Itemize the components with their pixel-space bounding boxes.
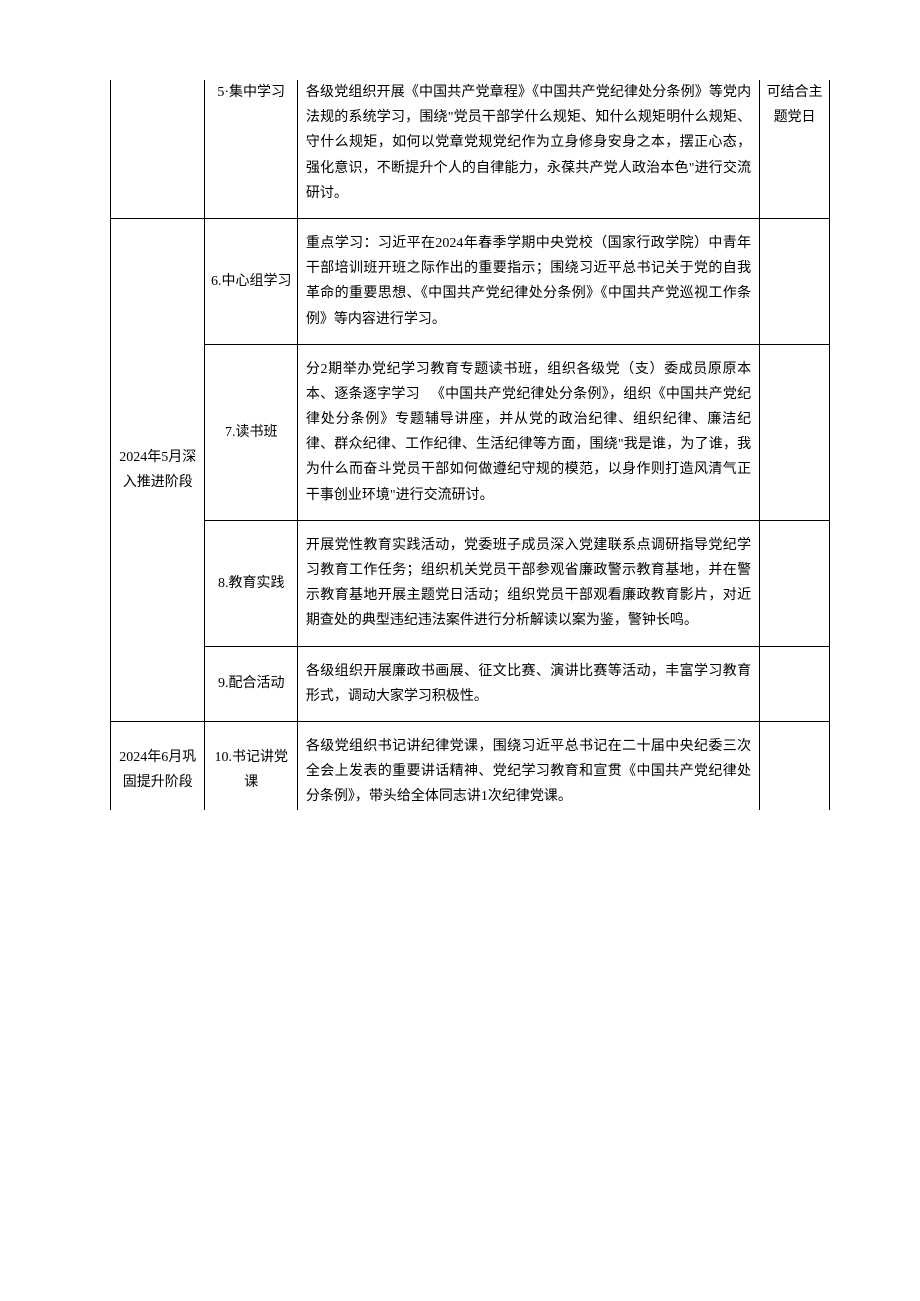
table-row: 9.配合活动 各级组织开展廉政书画展、征文比赛、演讲比赛等活动，丰富学习教育形式… (111, 646, 830, 721)
table-row: 2024年5月深入推进阶段 6.中心组学习 重点学习：习近平在2024年春季学期… (111, 218, 830, 344)
activity-cell: 7.读书班 (205, 344, 297, 520)
activity-cell: 5·集中学习 (205, 80, 297, 218)
content-cell: 分2期举办党纪学习教育专题读书班，组织各级党（支）委成员原原本本、逐条逐字学习 … (297, 344, 759, 520)
table-row: 7.读书班 分2期举办党纪学习教育专题读书班，组织各级党（支）委成员原原本本、逐… (111, 344, 830, 520)
content-cell: 开展党性教育实践活动，党委班子成员深入党建联系点调研指导党纪学习教育工作任务；组… (297, 520, 759, 646)
activity-cell: 9.配合活动 (205, 646, 297, 721)
schedule-table: 5·集中学习 各级党组织开展《中国共产党章程》《中国共产党纪律处分条例》等党内法… (110, 80, 830, 810)
table-row: 5·集中学习 各级党组织开展《中国共产党章程》《中国共产党纪律处分条例》等党内法… (111, 80, 830, 218)
note-cell: 可结合主题党日 (760, 80, 830, 218)
note-cell (760, 218, 830, 344)
table-row: 8.教育实践 开展党性教育实践活动，党委班子成员深入党建联系点调研指导党纪学习教… (111, 520, 830, 646)
content-cell: 各级党组织书记讲纪律党课，围绕习近平总书记在二十届中央纪委三次全会上发表的重要讲… (297, 721, 759, 809)
activity-cell: 8.教育实践 (205, 520, 297, 646)
content-cell: 重点学习：习近平在2024年春季学期中央党校（国家行政学院）中青年干部培训班开班… (297, 218, 759, 344)
activity-cell: 10.书记讲党课 (205, 721, 297, 809)
phase-cell: 2024年6月巩固提升阶段 (111, 721, 205, 809)
note-cell (760, 646, 830, 721)
note-cell (760, 721, 830, 809)
note-cell (760, 520, 830, 646)
content-cell: 各级组织开展廉政书画展、征文比赛、演讲比赛等活动，丰富学习教育形式，调动大家学习… (297, 646, 759, 721)
table-row: 2024年6月巩固提升阶段 10.书记讲党课 各级党组织书记讲纪律党课，围绕习近… (111, 721, 830, 809)
activity-cell: 6.中心组学习 (205, 218, 297, 344)
phase-cell (111, 80, 205, 218)
note-cell (760, 344, 830, 520)
content-cell: 各级党组织开展《中国共产党章程》《中国共产党纪律处分条例》等党内法规的系统学习，… (297, 80, 759, 218)
phase-cell: 2024年5月深入推进阶段 (111, 218, 205, 721)
